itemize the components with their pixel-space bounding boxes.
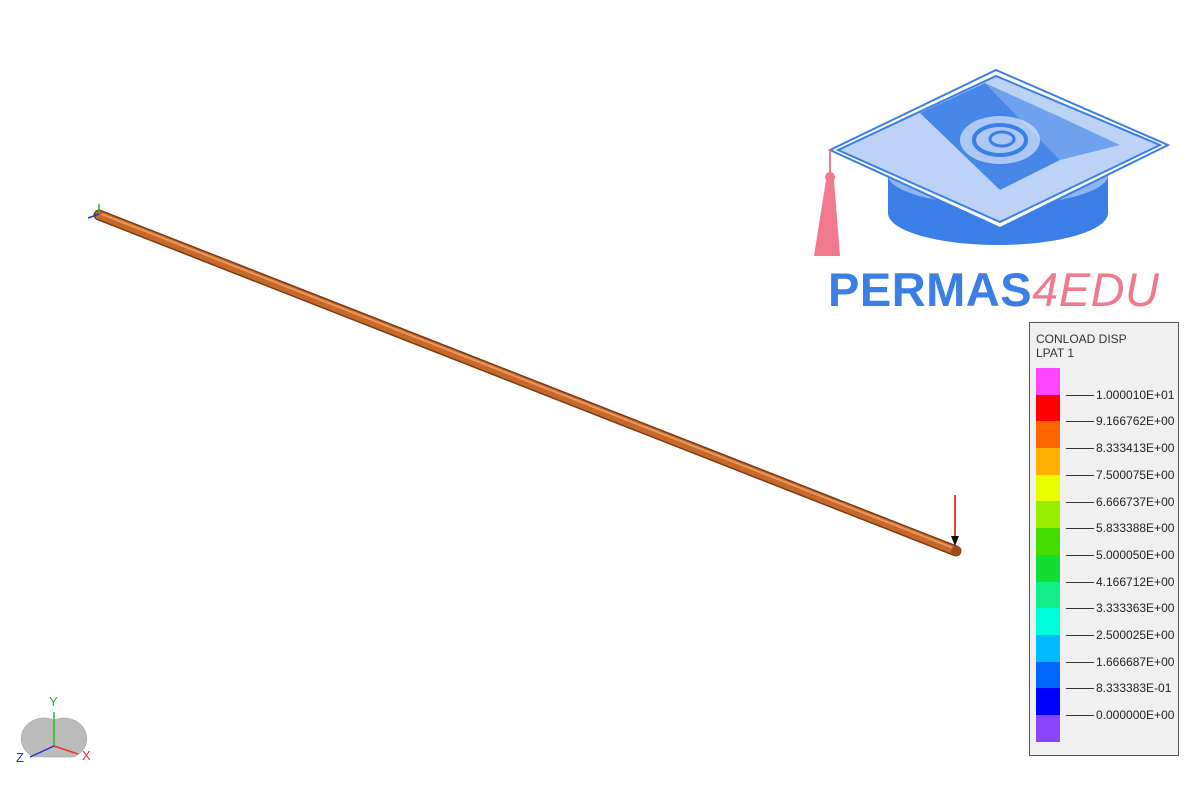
logo-graduation-cap — [814, 68, 1171, 256]
logo-wordmark: PERMAS4EDU — [828, 262, 1159, 317]
legend-tick — [1066, 635, 1094, 636]
legend-tick — [1066, 608, 1094, 610]
z-axis-label: Z — [16, 750, 24, 765]
legend-swatch — [1036, 608, 1060, 635]
legend-swatch — [1036, 394, 1060, 422]
legend-tick — [1066, 554, 1094, 556]
legend-value-label: 7.500075E+00 — [1096, 467, 1175, 482]
legend-value-label: 8.333413E+00 — [1096, 441, 1175, 456]
legend-value-label: 0.000000E+00 — [1096, 708, 1175, 723]
legend-swatch — [1036, 474, 1060, 502]
legend-tick — [1066, 528, 1094, 530]
legend-swatch — [1036, 448, 1060, 475]
legend-subtitle: LPAT 1 — [1036, 346, 1075, 360]
legend-tick — [1066, 474, 1094, 476]
logo-brand: PERMAS — [828, 263, 1033, 316]
legend-value-label: 1.666687E+00 — [1096, 654, 1175, 669]
x-axis-line — [53, 745, 79, 755]
legend-tick — [1066, 581, 1094, 583]
legend-swatch — [1036, 528, 1060, 555]
legend-value-label: 8.333383E-01 — [1096, 681, 1172, 696]
legend-tick — [1066, 501, 1094, 503]
legend-tick — [1066, 421, 1094, 423]
legend-swatch — [1036, 501, 1060, 529]
legend-swatch — [1036, 634, 1060, 662]
legend-tick — [1066, 688, 1094, 690]
legend-tick — [1066, 394, 1094, 396]
fixed-support-marker — [87, 204, 104, 219]
z-axis-line — [29, 745, 55, 758]
legend-color-bar: 1.000010E+01 9.166762E+00 8.333413E+00 7.50… — [1036, 368, 1174, 742]
legend-value-label: 6.666737E+00 — [1096, 494, 1175, 509]
legend-value-label: 2.500025E+00 — [1096, 628, 1175, 642]
legend-swatch — [1036, 714, 1060, 742]
legend-value-label: 9.166762E+00 — [1096, 414, 1175, 429]
legend-swatch — [1036, 368, 1060, 395]
y-axis-label: Y — [49, 694, 58, 709]
legend-value-label: 5.000050E+00 — [1096, 547, 1175, 562]
legend-swatch — [1036, 688, 1060, 715]
legend-value-label: 3.333363E+00 — [1096, 601, 1175, 616]
legend-value-label: 1.000010E+01 — [1096, 387, 1175, 402]
legend-tick — [1066, 661, 1094, 663]
axis-triad[interactable]: Y X Z — [16, 694, 91, 765]
legend-value-label: 4.166712E+00 — [1096, 574, 1175, 589]
legend-swatch — [1036, 581, 1060, 609]
legend-value-label: 5.833388E+00 — [1096, 521, 1175, 536]
legend-title: CONLOAD DISP — [1036, 332, 1127, 346]
beam — [93, 209, 962, 557]
legend-tick — [1066, 715, 1094, 717]
legend-swatch — [1036, 421, 1060, 449]
load-arrow — [951, 495, 959, 546]
legend-swatch — [1036, 554, 1060, 582]
color-legend: CONLOAD DISP LPAT 1 1.000010E+01 9.166762… — [1029, 322, 1179, 756]
logo-suffix: 4EDU — [1032, 263, 1160, 316]
legend-swatch — [1036, 661, 1060, 689]
x-axis-label: X — [82, 748, 91, 763]
legend-tick — [1066, 448, 1094, 450]
